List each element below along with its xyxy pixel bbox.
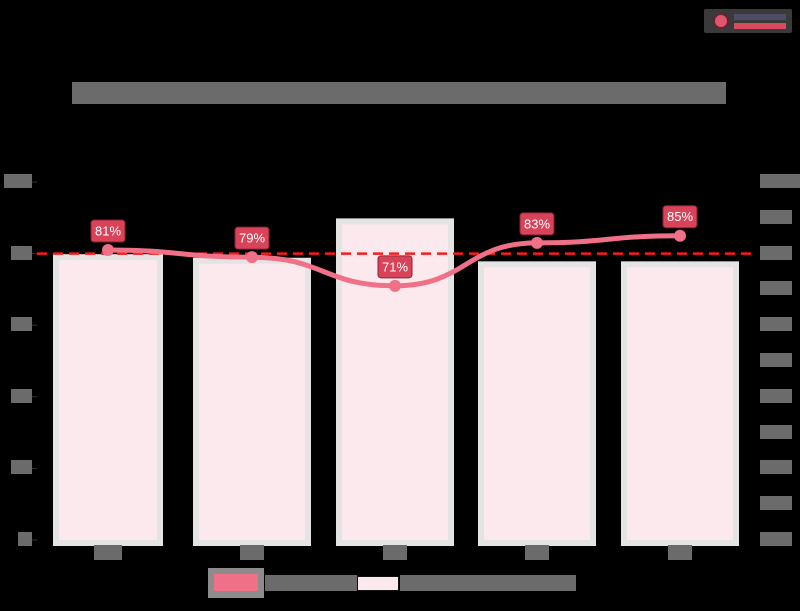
right-axis-tick-label <box>760 281 792 296</box>
right-axis-tick-label <box>760 388 792 403</box>
data-labels: 81% 79% 71% 83% 85% <box>90 205 698 279</box>
right-axis-tick-label <box>760 424 792 439</box>
data-label: 83% <box>524 216 550 231</box>
left-axis-tick-label: 40% <box>11 388 32 403</box>
right-axis-tick-label <box>760 532 792 546</box>
line-point <box>246 251 258 264</box>
data-label-box <box>234 226 270 250</box>
bar <box>53 254 163 546</box>
logo-wordmark-bottom <box>734 23 786 29</box>
chart-title: [redacted chart title] <box>72 82 726 104</box>
logo-wordmark-top <box>734 14 786 20</box>
x-axis-tick-label: [cat 4] <box>525 545 549 560</box>
line-point <box>389 279 401 292</box>
right-axis-tick-label <box>760 460 792 475</box>
right-axis-tick-label <box>760 245 792 260</box>
bar-series <box>53 218 739 546</box>
data-label: 85% <box>667 209 693 224</box>
logo-icon <box>713 13 729 29</box>
data-label-box <box>662 205 698 229</box>
left-axis-tick-label: 20% <box>11 460 32 475</box>
data-label-box <box>377 255 413 279</box>
line-point <box>531 236 543 249</box>
legend-line-label: [redacted line series] <box>265 575 357 591</box>
x-axis-tick-label: [cat 5] <box>668 545 692 560</box>
data-label-box <box>519 212 555 236</box>
data-label: 79% <box>239 231 265 246</box>
brand-logo <box>704 9 792 33</box>
left-axis-tick-label: 80% <box>11 245 32 260</box>
x-axis-tick-label: [cat 1] <box>94 545 122 560</box>
right-axis-tick-label <box>760 353 792 367</box>
right-axis-tick-label <box>760 209 792 224</box>
line-points <box>102 229 686 292</box>
data-label-box <box>90 219 126 243</box>
legend-line-color <box>214 574 258 591</box>
bar <box>193 257 311 546</box>
data-label: 81% <box>95 224 121 239</box>
left-axis-tick-label: 60% <box>11 317 32 332</box>
right-axis-tick-label <box>760 317 792 332</box>
x-axis-tick-label: [cat 3] <box>383 545 407 560</box>
right-axis-tick-label <box>760 174 800 188</box>
legend-bar-label: [redacted bar series] <box>400 575 576 591</box>
bar <box>478 261 596 546</box>
legend-bar-swatch[interactable] <box>357 576 399 591</box>
left-axis-tick-label: 0% <box>18 532 32 546</box>
line-point <box>674 229 686 242</box>
data-label: 71% <box>382 259 408 274</box>
axes <box>30 181 37 541</box>
right-axis-tick-label <box>760 496 792 511</box>
x-axis-tick-label: [cat 2] <box>240 545 264 560</box>
left-axis-tick-label: 100% <box>4 174 32 188</box>
bar <box>621 261 739 546</box>
line-point <box>102 244 114 257</box>
